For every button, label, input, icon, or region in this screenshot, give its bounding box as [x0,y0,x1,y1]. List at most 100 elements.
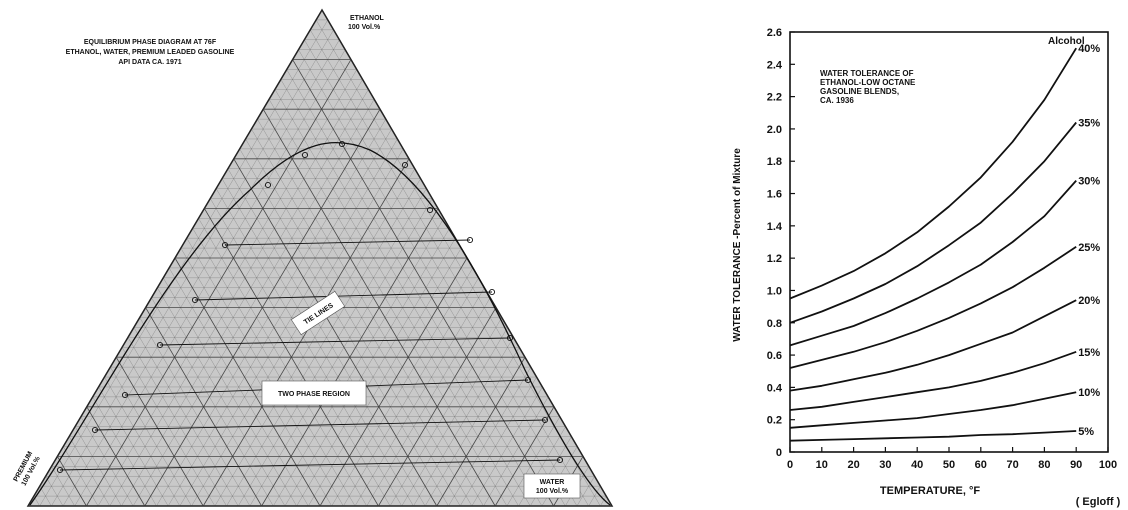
legend-title-alcohol: Alcohol [1048,36,1085,47]
data-point [301,151,309,159]
data-point [91,426,99,434]
grid-line [98,386,169,507]
grid-line [63,446,99,507]
grid-line [268,99,508,507]
y-tick-label: 2.4 [767,59,783,71]
grid-line [198,218,367,507]
grid-line [156,119,386,507]
data-point [401,161,409,169]
grid-line [304,39,578,507]
grid-line [80,416,134,507]
y-tick-label: 2.0 [767,124,782,136]
chart-title-line-1: WATER TOLERANCE OF [820,69,914,78]
grid-line [366,297,491,507]
y-tick-label: 2.2 [767,92,782,104]
x-tick-label: 50 [943,459,955,471]
grid-line [273,218,444,507]
tie-line [224,239,471,246]
data-point [524,376,532,384]
binodal-curve [29,141,611,506]
grid-line [292,59,554,507]
grid-line [39,486,52,507]
ternary-title-line-3: API DATA CA. 1971 [118,59,181,66]
grid-line [471,386,543,507]
y-tick-label: 1.0 [767,285,782,297]
grid-line [308,247,462,507]
series-line-5 [789,180,1077,347]
grid-line [280,79,531,507]
data-point [221,241,229,249]
x-tick-label: 20 [847,459,859,471]
grid-line [39,19,328,507]
grid-line [174,257,321,507]
series-label-5: 30% [1078,176,1100,188]
tie-line [159,337,511,346]
grid-line [179,138,398,507]
y-tick-label: 2.6 [767,27,782,39]
x-axis-ticks: 0 10 20 30 40 50 60 70 80 90 100 [787,447,1117,471]
series-label-2: 15% [1078,347,1100,359]
series-line-6 [789,121,1077,324]
series-labels: 5% 10% 15% 20% 25% 30% 35% 40% [1078,43,1100,438]
grid-line [600,495,607,507]
grid-line [576,476,595,507]
y-tick-label: 1.4 [767,221,783,233]
data-point [556,456,564,464]
data-point [264,181,272,189]
data-point [426,206,434,214]
grid-line [127,337,227,507]
experimental-points [56,140,564,474]
grid-line [192,228,356,507]
series-line-0 [789,430,1077,442]
ternary-diagram: EQUILIBRIUM PHASE DIAGRAM AT 76F ETHANOL… [13,8,614,507]
apex-water-amount: 100 Vol.% [536,488,569,495]
grid-line [483,396,549,507]
data-point [506,334,514,342]
two-phase-label-text: TWO PHASE REGION [278,391,350,398]
grid-line [115,356,204,507]
apex-premium-label: PREMIUM 100 Vol.% [13,450,43,487]
y-tick-label: 1.6 [767,189,782,201]
series-label-3: 20% [1078,295,1100,307]
grid-line [401,327,508,507]
chart-title-line-2: ETHANOL-LOW OCTANE [820,78,916,87]
y-axis-ticks: 0 0.2 0.4 0.6 0.8 1.0 1.2 1.4 1.6 1.8 2.0 2.2 2.4 2.6 [767,27,795,459]
grid-line [180,247,332,507]
grid-line [45,476,64,507]
series-line-2 [789,350,1077,411]
x-tick-label: 70 [1006,459,1018,471]
y-tick-label: 1.2 [767,253,782,265]
grid-line [331,267,473,507]
tie-line [194,291,493,301]
series-label-7: 40% [1078,43,1100,55]
grid-line [588,486,601,507]
series-line-1 [789,391,1077,429]
grid-line [109,79,363,507]
grid-line [226,178,421,507]
series-label-1: 10% [1078,387,1100,399]
grid-line [86,59,352,507]
grid-line [221,178,414,507]
grid-line [216,188,402,507]
y-tick-label: 0.8 [767,318,782,330]
grid-line [121,347,216,507]
ternary-title-line-1: EQUILIBRIUM PHASE DIAGRAM AT 76F [84,39,217,46]
x-tick-label: 90 [1070,459,1082,471]
grid-line [389,317,502,507]
series-label-6: 35% [1078,117,1100,129]
y-tick-label: 0.2 [767,415,782,427]
ternary-title-line-2: ETHANOL, WATER, PREMIUM LEADED GASOLINE [66,49,235,56]
apex-water-box [523,473,581,499]
ternary-title: EQUILIBRIUM PHASE DIAGRAM AT 76F ETHANOL… [66,39,235,66]
chart-title-line-3: GASOLINE BLENDS, [820,87,899,96]
water-tolerance-chart: 0 10 20 30 40 50 60 70 80 90 100 0 0.2 0.4 0.6 0.8 1.0 1… [732,27,1121,508]
y-tick-label: 0 [776,447,782,459]
series-line-3 [789,299,1077,392]
grid-line [168,267,309,507]
grid-line [145,307,262,507]
tie-line [59,459,561,471]
data-point [56,466,64,474]
data-point [488,288,496,296]
grid-line [139,317,251,507]
